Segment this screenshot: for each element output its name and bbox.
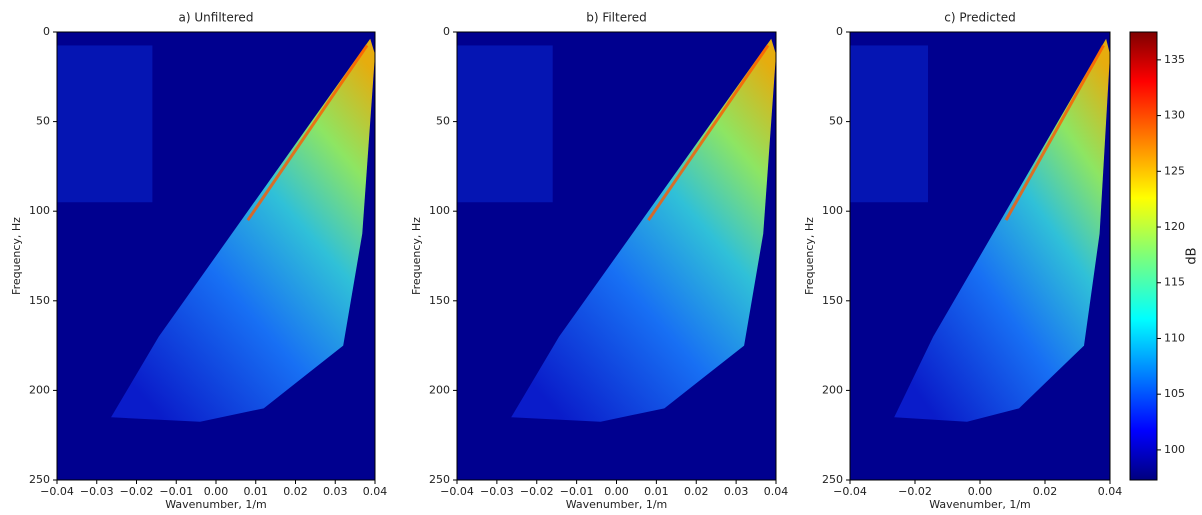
y-axis-label: Frequency, Hz (410, 217, 423, 295)
y-tick-label: 200 (29, 383, 50, 396)
colorbar-tick-label: 115 (1164, 276, 1185, 289)
x-tick-label: 0.01 (644, 485, 669, 498)
colorbar-label: dB (1185, 247, 1200, 264)
spectrum-fan (111, 38, 375, 422)
x-tick-label: −0.03 (80, 485, 114, 498)
y-tick-label: 100 (29, 204, 50, 217)
colorbar-tick-label: 130 (1164, 109, 1185, 122)
x-tick-label: 0.00 (204, 485, 229, 498)
colorbar (1129, 31, 1158, 481)
x-tick-label: −0.02 (520, 485, 554, 498)
colorbar-tick-label: 120 (1164, 220, 1185, 233)
y-tick-label: 50 (436, 115, 450, 128)
x-tick-label: 0.02 (684, 485, 709, 498)
colorbar-tick-label: 100 (1164, 443, 1185, 456)
y-tick-label: 150 (822, 294, 843, 307)
x-tick-label: −0.03 (480, 485, 514, 498)
spectrum-fan (511, 38, 776, 422)
y-tick-label: 250 (429, 473, 450, 486)
y-axis-label: Frequency, Hz (803, 217, 816, 295)
x-tick-label: 0.03 (724, 485, 749, 498)
x-axis-label: Wavenumber, 1/m (165, 498, 267, 511)
y-tick-label: 0 (443, 25, 450, 38)
dispersion-ridge (1004, 44, 1105, 221)
spectrum-fan (894, 38, 1110, 422)
x-tick-label: −0.04 (833, 485, 867, 498)
y-tick-label: 0 (836, 25, 843, 38)
x-tick-label: −0.01 (560, 485, 594, 498)
y-tick-label: 250 (29, 473, 50, 486)
x-tick-label: 0.00 (968, 485, 993, 498)
x-tick-label: 0.02 (1033, 485, 1058, 498)
x-tick-label: −0.04 (40, 485, 74, 498)
y-tick-label: 50 (829, 115, 843, 128)
x-tick-label: −0.04 (440, 485, 474, 498)
panel-title: a) Unfiltered (179, 11, 254, 25)
x-tick-label: 0.04 (1098, 485, 1123, 498)
x-tick-label: 0.03 (323, 485, 348, 498)
y-tick-label: 250 (822, 473, 843, 486)
y-axis-label: Frequency, Hz (10, 217, 23, 295)
y-tick-label: 150 (29, 294, 50, 307)
x-tick-label: 0.04 (764, 485, 789, 498)
colorbar-tick-label: 125 (1164, 164, 1185, 177)
panel-title: b) Filtered (586, 11, 647, 25)
x-tick-label: 0.02 (283, 485, 308, 498)
low-k-energy (57, 45, 153, 203)
y-tick-label: 0 (43, 25, 50, 38)
x-axis-label: Wavenumber, 1/m (566, 498, 668, 511)
y-tick-label: 150 (429, 294, 450, 307)
y-tick-label: 100 (822, 204, 843, 217)
colorbar-tick-label: 110 (1164, 331, 1185, 344)
colorbar-tick-label: 135 (1164, 53, 1185, 66)
dispersion-ridge (246, 44, 369, 222)
x-tick-label: −0.01 (159, 485, 193, 498)
colorbar-tick-label: 105 (1164, 387, 1185, 400)
x-tick-label: −0.02 (120, 485, 154, 498)
y-tick-label: 100 (429, 204, 450, 217)
y-tick-label: 200 (429, 383, 450, 396)
dispersion-ridge (647, 44, 770, 222)
x-tick-label: −0.02 (898, 485, 932, 498)
panel-title: c) Predicted (944, 11, 1015, 25)
low-k-energy (850, 45, 928, 203)
x-tick-label: 0.00 (604, 485, 629, 498)
x-axis-label: Wavenumber, 1/m (929, 498, 1031, 511)
y-tick-label: 200 (822, 383, 843, 396)
x-tick-label: 0.04 (363, 485, 388, 498)
y-tick-label: 50 (36, 115, 50, 128)
x-tick-label: 0.01 (244, 485, 269, 498)
low-k-energy (457, 45, 553, 203)
